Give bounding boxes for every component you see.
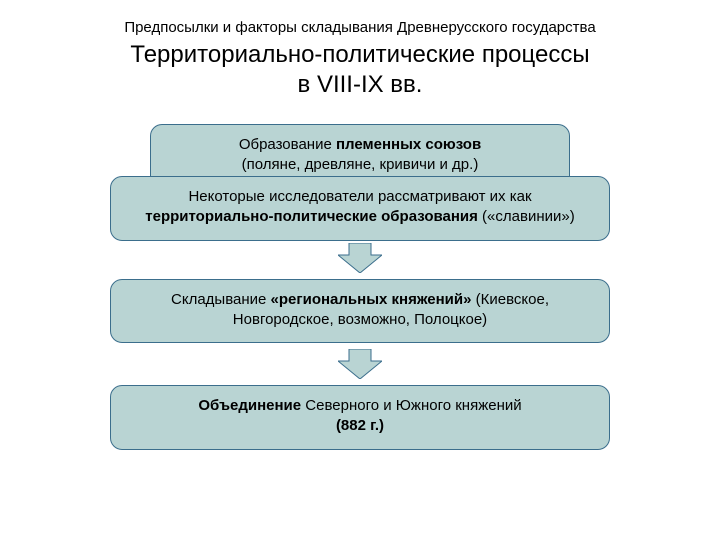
box2-post: («славинии»)	[478, 208, 575, 225]
title-line2: в VIII-IX вв.	[298, 71, 423, 98]
flow-stack: Образование племенных союзов (поляне, др…	[110, 124, 610, 450]
title-line1: Территориально-политические процессы	[130, 41, 589, 68]
box4-l2: (882 г.)	[336, 417, 384, 434]
supertitle: Предпосылки и факторы складывания Древне…	[0, 18, 720, 38]
box4-l1-post: Северного и Южного княжений	[301, 397, 522, 414]
box2-line1: Некоторые исследователи рассматривают их…	[188, 188, 531, 205]
arrow-1-wrap	[110, 243, 610, 273]
title: Территориально-политические процессы в V…	[0, 40, 720, 100]
slide: Предпосылки и факторы складывания Древне…	[0, 0, 720, 540]
box3-bold: «региональных княжений»	[271, 291, 472, 308]
arrow-down-icon	[338, 349, 382, 379]
arrow-shape	[338, 349, 382, 379]
box3-pre: Складывание	[171, 291, 271, 308]
box-unification-882: Объединение Северного и Южного княжений …	[110, 385, 610, 450]
arrow-2-wrap	[110, 349, 610, 379]
arrow-shape	[338, 243, 382, 273]
box4-l1-bold: Объединение	[198, 397, 301, 414]
box2-bold: территориально-политические образования	[145, 208, 478, 225]
box1-bold: племенных союзов	[336, 136, 481, 153]
box1-line2: (поляне, древляне, кривичи и др.)	[242, 156, 479, 173]
box1-pre: Образование	[239, 136, 336, 153]
box-slavinii: Некоторые исследователи рассматривают их…	[110, 176, 610, 241]
box-regional-princedoms: Складывание «региональных княжений» (Кие…	[110, 279, 610, 344]
arrow-down-icon	[338, 243, 382, 273]
